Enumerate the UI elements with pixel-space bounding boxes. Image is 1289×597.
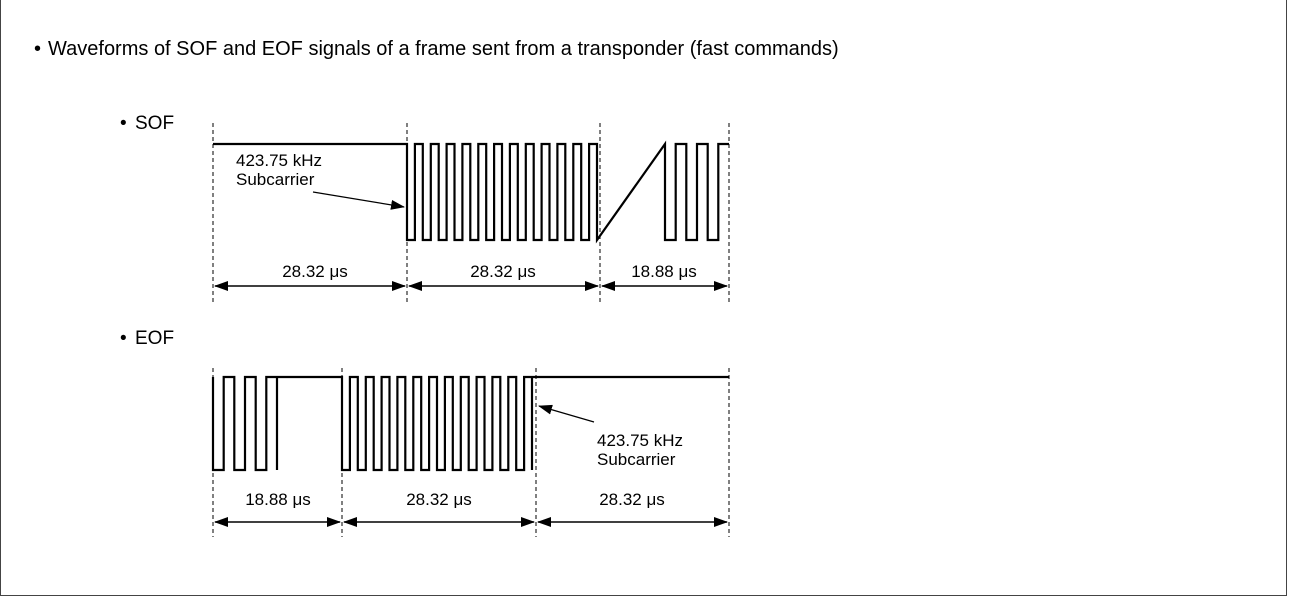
sof-subcarrier-pointer-arrow <box>312 191 405 210</box>
eof-heading: EOF <box>135 328 174 349</box>
sof-waveform <box>213 140 729 244</box>
title-bullet: • <box>34 38 41 60</box>
eof-duration-3: 28.32 μs <box>599 490 665 509</box>
sof-duration-2: 28.32 μs <box>470 262 536 281</box>
sof-bullet: • <box>120 113 127 134</box>
sof-subcarrier-label-2: Subcarrier <box>236 170 315 189</box>
sof-duration-1: 28.32 μs <box>282 262 348 281</box>
eof-duration-1: 18.88 μs <box>245 490 311 509</box>
eof-subcarrier-label-2: Subcarrier <box>597 450 676 469</box>
eof-waveform <box>211 375 729 472</box>
sof-heading: SOF <box>135 113 174 134</box>
sof-duration-3: 18.88 μs <box>631 262 697 281</box>
eof-duration-2: 28.32 μs <box>406 490 472 509</box>
eof-subcarrier-label-1: 423.75 kHz <box>597 431 683 450</box>
figure-title: Waveforms of SOF and EOF signals of a fr… <box>48 38 839 60</box>
eof-bullet: • <box>120 328 127 349</box>
eof-subcarrier-pointer-arrow <box>538 404 595 423</box>
sof-subcarrier-label-1: 423.75 kHz <box>236 151 322 170</box>
